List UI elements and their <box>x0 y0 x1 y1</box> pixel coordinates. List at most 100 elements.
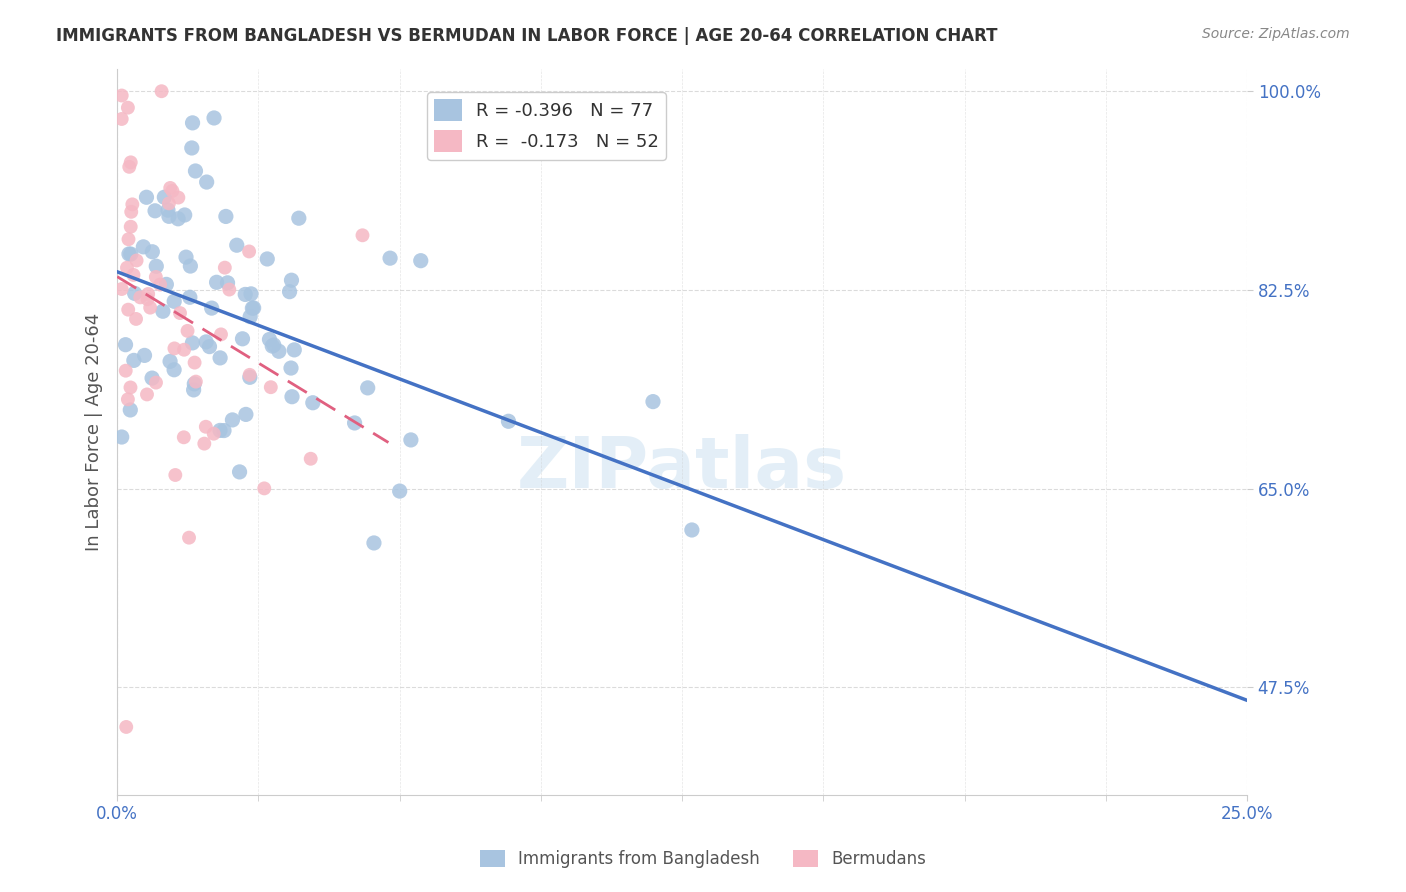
Point <box>183 355 205 369</box>
Point <box>231 332 253 346</box>
Point <box>176 324 198 338</box>
Point <box>143 203 166 218</box>
Point <box>263 338 285 352</box>
Point <box>239 310 262 324</box>
Point <box>183 383 205 397</box>
Point <box>159 354 181 368</box>
Point <box>253 482 276 496</box>
Point <box>183 376 205 391</box>
Point <box>221 413 243 427</box>
Point <box>117 392 139 407</box>
Point <box>121 197 143 211</box>
Point <box>179 259 201 273</box>
Point <box>163 363 186 377</box>
Point <box>145 259 167 273</box>
Point <box>118 160 141 174</box>
Point <box>214 260 236 275</box>
Point <box>167 211 190 226</box>
Text: ZIPatlas: ZIPatlas <box>517 434 848 502</box>
Point <box>111 112 134 126</box>
Point <box>498 414 520 428</box>
Point <box>120 219 142 234</box>
Point <box>157 210 180 224</box>
Point <box>120 403 142 417</box>
Point <box>281 390 304 404</box>
Point <box>136 387 159 401</box>
Point <box>155 277 177 292</box>
Point <box>135 190 157 204</box>
Point <box>111 88 134 103</box>
Point <box>278 285 301 299</box>
Point <box>156 203 179 218</box>
Point <box>150 84 173 98</box>
Point <box>173 208 195 222</box>
Point <box>111 430 134 444</box>
Point <box>184 375 207 389</box>
Point <box>280 273 302 287</box>
Point <box>181 335 204 350</box>
Point <box>239 370 262 384</box>
Point <box>129 290 152 304</box>
Point <box>114 364 136 378</box>
Point <box>179 290 201 304</box>
Point <box>260 380 283 394</box>
Point <box>117 101 139 115</box>
Point <box>641 394 664 409</box>
Point <box>225 238 247 252</box>
Point <box>363 536 385 550</box>
Point <box>124 286 146 301</box>
Point <box>181 116 204 130</box>
Point <box>202 426 225 441</box>
Point <box>165 468 187 483</box>
Point <box>120 155 142 169</box>
Legend: Immigrants from Bangladesh, Bermudans: Immigrants from Bangladesh, Bermudans <box>472 843 934 875</box>
Point <box>212 424 235 438</box>
Point <box>288 211 311 226</box>
Point <box>117 232 139 246</box>
Point <box>134 348 156 362</box>
Point <box>388 484 411 499</box>
Point <box>136 287 159 301</box>
Point <box>153 190 176 204</box>
Point <box>173 343 195 357</box>
Point <box>352 228 374 243</box>
Point <box>357 381 380 395</box>
Point <box>201 301 224 315</box>
Point <box>125 253 148 268</box>
Point <box>209 327 232 342</box>
Point <box>139 301 162 315</box>
Point <box>681 523 703 537</box>
Point <box>120 247 142 261</box>
Point <box>136 292 159 306</box>
Point <box>262 339 284 353</box>
Text: IMMIGRANTS FROM BANGLADESH VS BERMUDAN IN LABOR FORCE | AGE 20-64 CORRELATION CH: IMMIGRANTS FROM BANGLADESH VS BERMUDAN I… <box>56 27 998 45</box>
Point <box>378 251 401 265</box>
Point <box>180 141 202 155</box>
Point <box>399 433 422 447</box>
Point <box>145 376 167 390</box>
Point <box>202 111 225 125</box>
Point <box>233 287 256 301</box>
Point <box>301 396 323 410</box>
Point <box>195 175 218 189</box>
Point <box>217 276 239 290</box>
Point <box>235 408 257 422</box>
Point <box>239 368 262 382</box>
Point <box>157 196 180 211</box>
Y-axis label: In Labor Force | Age 20-64: In Labor Force | Age 20-64 <box>86 313 103 551</box>
Point <box>343 416 366 430</box>
Point <box>238 244 260 259</box>
Point <box>184 164 207 178</box>
Point <box>114 337 136 351</box>
Point <box>167 190 190 204</box>
Point <box>409 253 432 268</box>
Point <box>163 294 186 309</box>
Point <box>125 312 148 326</box>
Text: Source: ZipAtlas.com: Source: ZipAtlas.com <box>1202 27 1350 41</box>
Point <box>118 247 141 261</box>
Point <box>299 451 322 466</box>
Point <box>159 181 181 195</box>
Point <box>177 531 200 545</box>
Point <box>115 260 138 275</box>
Point <box>280 361 302 376</box>
